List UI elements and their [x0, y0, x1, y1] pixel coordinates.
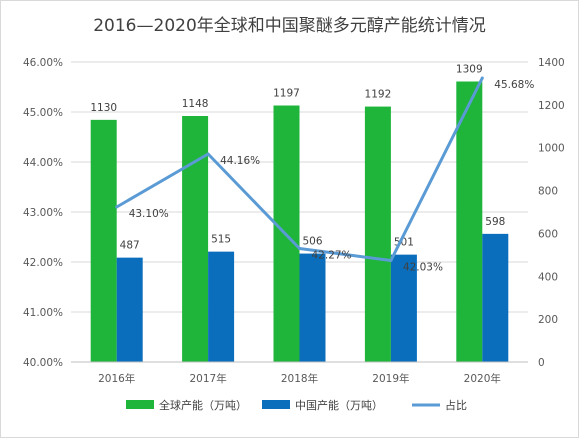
bar-global: [90, 119, 117, 362]
right-axis-tick: 600: [538, 228, 558, 240]
bar-china: [208, 251, 235, 362]
left-axis-tick: 41.00%: [23, 307, 63, 319]
ratio-label: 43.10%: [129, 208, 169, 220]
x-axis-tick: 2016年: [98, 372, 135, 385]
bar-value-label: 1197: [273, 88, 300, 100]
bar-value-label: 598: [485, 216, 505, 228]
right-axis-tick: 1000: [538, 143, 565, 155]
right-axis-tick: 200: [538, 314, 558, 326]
left-axis-tick: 44.00%: [23, 157, 63, 169]
bar-value-label: 1309: [456, 64, 483, 76]
right-axis-tick: 400: [538, 271, 558, 283]
ratio-point: [206, 152, 210, 156]
x-axis-tick: 2017年: [189, 372, 226, 385]
ratio-label: 42.27%: [312, 250, 352, 262]
legend-label: 占比: [445, 398, 467, 412]
bar-value-label: 1130: [90, 102, 117, 114]
x-axis-tick: 2020年: [464, 372, 501, 385]
left-axis-tick: 40.00%: [23, 357, 63, 369]
right-axis-tick: 0: [538, 357, 545, 369]
bar-value-label: 1192: [365, 89, 392, 101]
right-axis-tick: 1200: [538, 100, 565, 112]
ratio-point: [480, 76, 484, 80]
ratio-label: 44.16%: [220, 155, 260, 167]
bar-china: [390, 254, 417, 362]
bar-value-label: 515: [211, 234, 231, 246]
ratio-point: [298, 247, 301, 250]
bar-global: [456, 81, 483, 362]
bar-value-label: 1148: [182, 98, 209, 110]
x-axis-tick: 2019年: [372, 372, 409, 385]
left-axis-tick: 45.00%: [23, 107, 63, 119]
ratio-label: 45.68%: [494, 79, 534, 91]
left-axis-tick: 43.00%: [23, 207, 63, 219]
ratio-point: [115, 205, 119, 209]
ratio-point: [389, 259, 393, 262]
bar-value-label: 487: [120, 240, 140, 252]
right-axis-tick: 800: [538, 186, 558, 198]
x-axis-tick: 2018年: [281, 372, 318, 385]
right-axis-tick: 1400: [538, 57, 565, 69]
bar-value-label: 506: [302, 236, 322, 248]
legend-label: 全球产能（万吨）: [159, 398, 247, 412]
bar-china: [482, 233, 509, 362]
ratio-label: 42.03%: [403, 262, 443, 274]
bar-china: [299, 253, 326, 362]
chart-title: 2016—2020年全球和中国聚醚多元醇产能统计情况: [93, 16, 486, 36]
bar-global: [364, 106, 391, 362]
bar-global: [182, 116, 209, 362]
bar-china: [116, 257, 143, 362]
left-axis-tick: 42.00%: [23, 257, 63, 269]
legend-swatch: [262, 400, 290, 409]
left-axis-tick: 46.00%: [23, 57, 63, 69]
legend-swatch: [126, 400, 154, 409]
legend-label: 中国产能（万吨）: [295, 398, 383, 412]
